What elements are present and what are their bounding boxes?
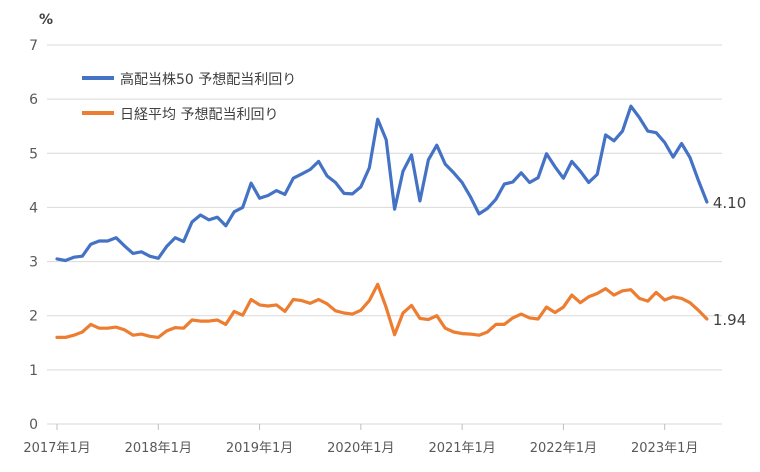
x-tick-label: 2020年1月 (327, 441, 394, 456)
series-line-1 (55, 282, 709, 339)
y-tick-label: 7 (29, 38, 38, 54)
legend: 高配当株50 予想配当利回り 日経平均 予想配当利回り (82, 71, 296, 123)
gridlines (47, 44, 722, 425)
y-tick-label: 1 (29, 363, 38, 379)
series-lines (55, 104, 709, 339)
end-value-labels: 4.10 1.94 (713, 194, 746, 329)
x-tick-label: 2019年1月 (226, 441, 293, 456)
x-tick-label: 2022年1月 (530, 441, 597, 456)
y-tick-label: 0 (29, 417, 38, 433)
series-line-0 (55, 104, 709, 263)
end-value-label-0: 4.10 (713, 194, 746, 212)
x-tick-label: 2017年1月 (23, 441, 90, 456)
y-tick-label: 4 (29, 200, 38, 216)
legend-label-nikkei: 日経平均 予想配当利回り (120, 107, 278, 123)
end-value-label-1: 1.94 (713, 311, 746, 329)
x-tick-label: 2018年1月 (125, 441, 192, 456)
x-tick-label: 2021年1月 (428, 441, 495, 456)
x-axis-tick-labels: 2017年1月 2018年1月 2019年1月 2020年1月 2021年1月 2022年… (23, 424, 698, 456)
y-tick-label: 2 (29, 309, 38, 325)
y-axis-tick-labels: 0 1 2 3 4 5 6 7 (29, 38, 38, 433)
y-tick-label: 3 (29, 255, 38, 271)
y-tick-label: 6 (29, 92, 38, 108)
x-tick-label: 2023年1月 (631, 441, 698, 456)
y-tick-label: 5 (29, 146, 38, 162)
y-axis-unit-label: % (39, 12, 53, 28)
legend-label-high-dividend: 高配当株50 予想配当利回り (120, 71, 296, 88)
